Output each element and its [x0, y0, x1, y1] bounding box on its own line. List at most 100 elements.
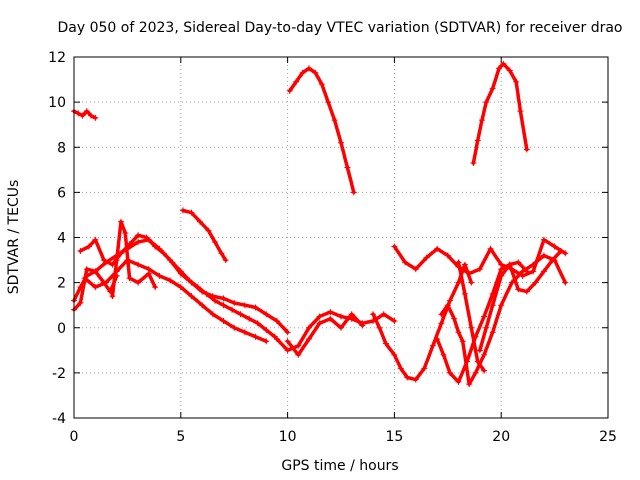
data-point-marker [273, 317, 280, 324]
data-point-marker [312, 69, 319, 76]
data-point-marker [169, 259, 176, 266]
series-pass-g [284, 311, 366, 358]
data-point-marker [88, 112, 95, 119]
data-point-marker [135, 279, 142, 286]
data-point-marker [100, 279, 107, 286]
data-point-marker [464, 358, 471, 365]
data-point-marker [551, 243, 558, 250]
data-point-marker [523, 288, 530, 295]
data-point-marker [382, 340, 389, 347]
series-pass-10to13 [286, 65, 357, 196]
data-point-marker [429, 342, 436, 349]
data-point-marker [145, 270, 152, 277]
data-point-marker [327, 308, 334, 315]
series-pass-d [109, 218, 159, 300]
data-point-marker [530, 268, 537, 275]
data-point-marker [305, 336, 312, 343]
data-point-marker [500, 60, 507, 67]
data-point-marker [293, 78, 300, 85]
data-point-marker [412, 266, 419, 273]
data-point-marker [466, 270, 473, 277]
data-point-marker [455, 259, 462, 266]
data-point-marker [434, 336, 441, 343]
data-point-marker [229, 306, 236, 313]
data-point-marker [188, 209, 195, 216]
data-point-marker [444, 302, 451, 309]
data-point-marker [348, 311, 355, 318]
data-point-marker [135, 239, 142, 246]
y-tick-label: 4 [57, 231, 66, 247]
series-pass-j [438, 252, 569, 388]
data-point-marker [562, 250, 569, 257]
series-trail [72, 267, 119, 312]
data-point-marker [220, 317, 227, 324]
data-point-marker [468, 279, 475, 286]
data-series [71, 60, 569, 388]
series-trail [435, 260, 529, 384]
y-axis-title: SDTVAR / TECUs [6, 180, 22, 295]
data-point-marker [446, 297, 453, 304]
data-point-marker [92, 236, 99, 243]
data-point-marker [92, 114, 99, 121]
data-point-marker [472, 369, 479, 376]
data-point-marker [295, 342, 302, 349]
series-pass-c [81, 257, 270, 345]
y-tick-label: 0 [57, 321, 66, 337]
data-point-marker [284, 338, 291, 345]
data-point-marker [252, 304, 259, 311]
data-point-marker [562, 279, 569, 286]
series-pass-f [273, 308, 398, 354]
data-point-marker [199, 302, 206, 309]
data-point-marker [222, 257, 229, 264]
data-point-marker [305, 65, 312, 72]
data-point-marker [286, 87, 293, 94]
data-point-marker [498, 266, 505, 273]
data-point-marker [179, 207, 186, 214]
series-pass-l [476, 248, 565, 354]
data-point-marker [92, 268, 99, 275]
data-point-marker [83, 266, 90, 273]
data-point-marker [508, 279, 515, 286]
data-point-marker [466, 381, 473, 388]
data-point-marker [523, 146, 530, 153]
data-point-marker [205, 227, 212, 234]
data-point-marker [506, 67, 513, 74]
data-point-marker [549, 257, 556, 264]
data-point-marker [316, 313, 323, 320]
y-tick-label: 6 [57, 185, 66, 201]
data-point-marker [540, 268, 547, 275]
series-pass-5to7 [179, 207, 229, 264]
data-point-marker [380, 311, 387, 318]
data-point-marker [438, 311, 445, 318]
data-point-marker [444, 252, 451, 259]
data-point-marker [117, 218, 124, 225]
data-point-marker [438, 320, 445, 327]
data-point-marker [483, 99, 490, 106]
data-point-marker [109, 293, 116, 300]
axis-ticks: 0 5 10 15 20 25 -4 -2 0 2 4 6 8 10 12 [48, 50, 617, 445]
data-point-marker [558, 248, 565, 255]
data-point-marker [440, 351, 447, 358]
series-pass-19to21 [470, 60, 530, 167]
data-point-marker [241, 302, 248, 309]
data-point-marker [152, 243, 159, 250]
data-point-marker [231, 324, 238, 331]
data-point-marker [252, 333, 259, 340]
data-point-marker [474, 137, 481, 144]
data-point-marker [446, 369, 453, 376]
data-point-marker [220, 302, 227, 309]
data-point-marker [254, 320, 261, 327]
x-tick-label: 15 [385, 429, 403, 445]
data-point-marker [77, 299, 84, 306]
data-point-marker [489, 329, 496, 336]
data-point-marker [177, 268, 184, 275]
grid-lines [74, 57, 608, 418]
data-point-marker [135, 232, 142, 239]
data-point-marker [177, 284, 184, 291]
data-point-marker [481, 367, 488, 374]
data-point-marker [540, 252, 547, 259]
data-point-marker [459, 338, 466, 345]
data-point-marker [186, 277, 193, 284]
data-point-marker [483, 324, 490, 331]
x-tick-label: 20 [492, 429, 510, 445]
